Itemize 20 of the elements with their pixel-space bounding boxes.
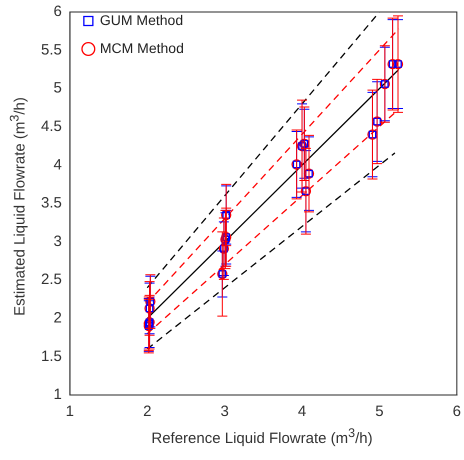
y-tick-label: 3 xyxy=(54,232,62,250)
y-tick-label: 4 xyxy=(54,156,62,174)
x-tick-label: 6 xyxy=(452,403,461,420)
y-tick-label: 6 xyxy=(54,3,62,20)
legend-label: MCM Method xyxy=(100,40,184,56)
y-tick-label: 5.5 xyxy=(40,41,62,58)
legend-label: GUM Method xyxy=(100,12,184,28)
x-tick-label: 1 xyxy=(66,403,74,420)
y-tick-label: 2 xyxy=(54,310,62,327)
x-tick-label: 2 xyxy=(143,403,152,420)
x-axis-title: Reference Liquid Flowrate (m$^{3}$/h) xyxy=(150,426,374,447)
y-tick-label: 4.5 xyxy=(40,118,62,136)
x-tick-label: 4 xyxy=(298,403,306,420)
y-tick-label: 1.5 xyxy=(40,348,62,365)
y-tick-label: 1 xyxy=(54,386,62,404)
y-tick-label: 2.5 xyxy=(40,271,62,288)
y-tick-label: 5 xyxy=(54,80,62,97)
x-tick-label: 5 xyxy=(375,403,384,420)
y-tick-label: 3.5 xyxy=(40,194,62,212)
x-tick-label: 3 xyxy=(220,403,229,420)
